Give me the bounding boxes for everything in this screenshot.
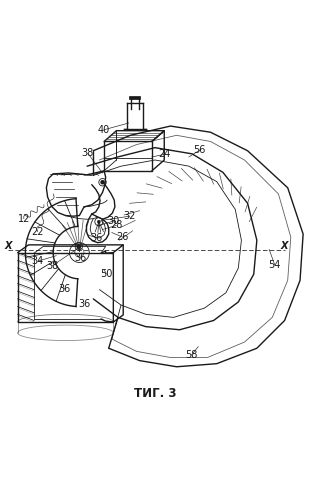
Text: 24: 24 — [158, 149, 170, 160]
Text: 50: 50 — [100, 268, 113, 278]
Text: ΤИГ. 3: ΤИГ. 3 — [134, 387, 176, 400]
Text: 12: 12 — [18, 214, 30, 224]
Text: 26: 26 — [117, 232, 129, 242]
Text: 56: 56 — [193, 145, 206, 155]
Text: 28: 28 — [110, 221, 123, 231]
Text: 38: 38 — [82, 148, 94, 158]
Text: 36: 36 — [74, 253, 86, 263]
Text: 34: 34 — [32, 256, 44, 266]
Text: 36: 36 — [78, 299, 90, 309]
Text: 32: 32 — [123, 211, 136, 221]
Text: X: X — [5, 242, 12, 251]
Text: 30: 30 — [107, 216, 119, 226]
Text: 40: 40 — [98, 125, 110, 135]
Text: 36: 36 — [59, 284, 71, 294]
Circle shape — [101, 181, 104, 184]
Text: 54: 54 — [268, 260, 281, 270]
Circle shape — [77, 245, 80, 248]
Circle shape — [97, 220, 100, 223]
Text: 22: 22 — [32, 227, 44, 237]
FancyBboxPatch shape — [129, 96, 140, 99]
Text: 58: 58 — [185, 350, 197, 360]
Text: 36: 36 — [90, 233, 103, 243]
Text: X: X — [281, 242, 288, 251]
Text: 38: 38 — [46, 260, 59, 270]
